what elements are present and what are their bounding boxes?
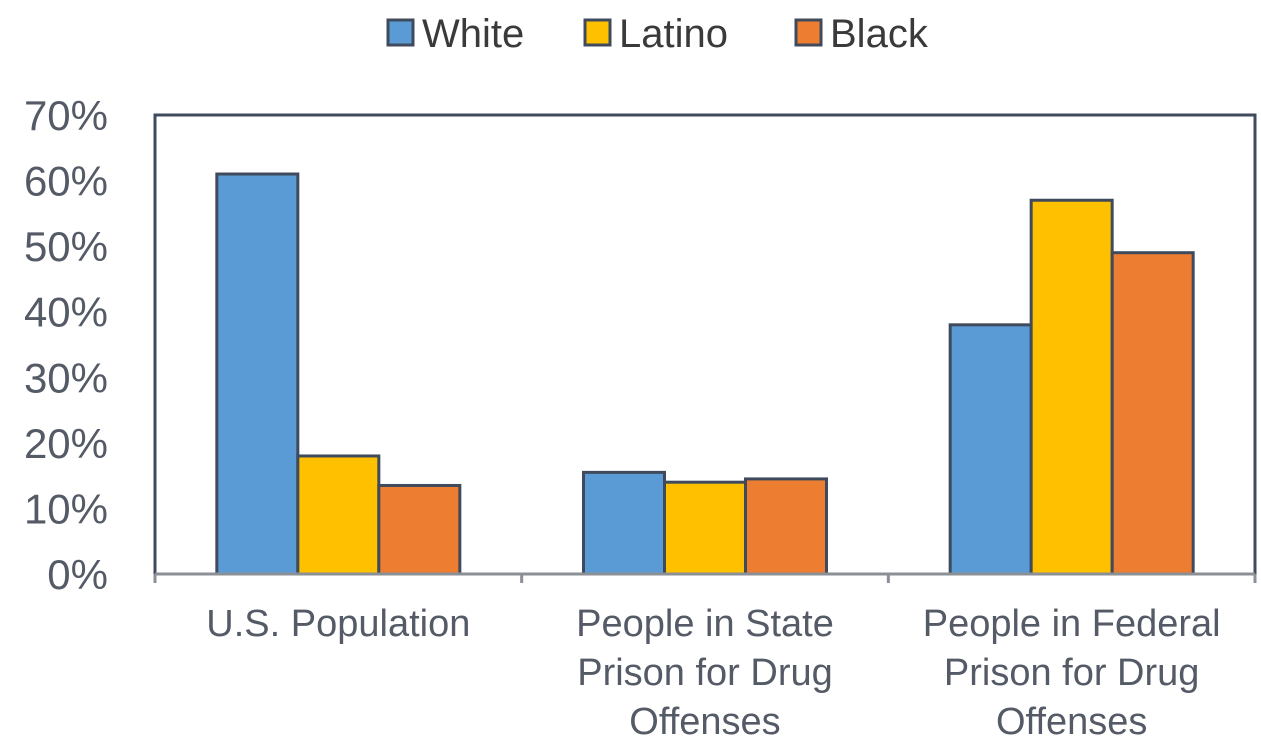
y-tick-label: 50%: [24, 223, 108, 270]
x-tick-label: U.S. Population: [206, 603, 470, 645]
bar-latino-people-in-state: [663, 480, 747, 576]
bar-latino-people-in-federal: [1029, 198, 1114, 576]
y-tick-label: 60%: [24, 158, 108, 205]
bar-black-people-in-federal: [1110, 251, 1195, 576]
bar-white-u-s-population: [215, 172, 300, 576]
legend-label-latino: Latino: [619, 12, 728, 56]
bar-white-people-in-state: [582, 470, 666, 576]
bar-black-people-in-state: [744, 477, 828, 576]
bars: [215, 172, 1195, 576]
y-tick-label: 20%: [24, 420, 108, 467]
x-axis: [153, 572, 1257, 583]
bar-white-people-in-federal: [948, 323, 1033, 576]
x-tick-label: People in State Prison for Drug Offenses: [576, 603, 834, 738]
y-axis-tick-labels: 0% 10% 20% 30% 40% 50% 60% 70%: [24, 92, 108, 598]
y-tick-label: 0%: [47, 551, 108, 598]
legend: White Latino Black: [386, 12, 929, 56]
y-tick-label: 70%: [24, 92, 108, 139]
x-axis-tick-labels: U.S. Population People in State Prison for…: [206, 603, 1220, 738]
y-tick-label: 30%: [24, 354, 108, 401]
legend-swatch-white: [386, 18, 415, 47]
bar-black-u-s-population: [377, 483, 462, 576]
legend-swatch-latino: [583, 18, 612, 47]
bar-latino-u-s-population: [296, 454, 381, 576]
y-tick-label: 40%: [24, 289, 108, 336]
legend-label-white: White: [422, 12, 524, 56]
x-tick-label: People in Federal Prison for Drug Offenses: [923, 603, 1221, 738]
y-tick-label: 10%: [24, 485, 108, 532]
legend-swatch-black: [794, 18, 823, 47]
legend-label-black: Black: [830, 12, 929, 56]
